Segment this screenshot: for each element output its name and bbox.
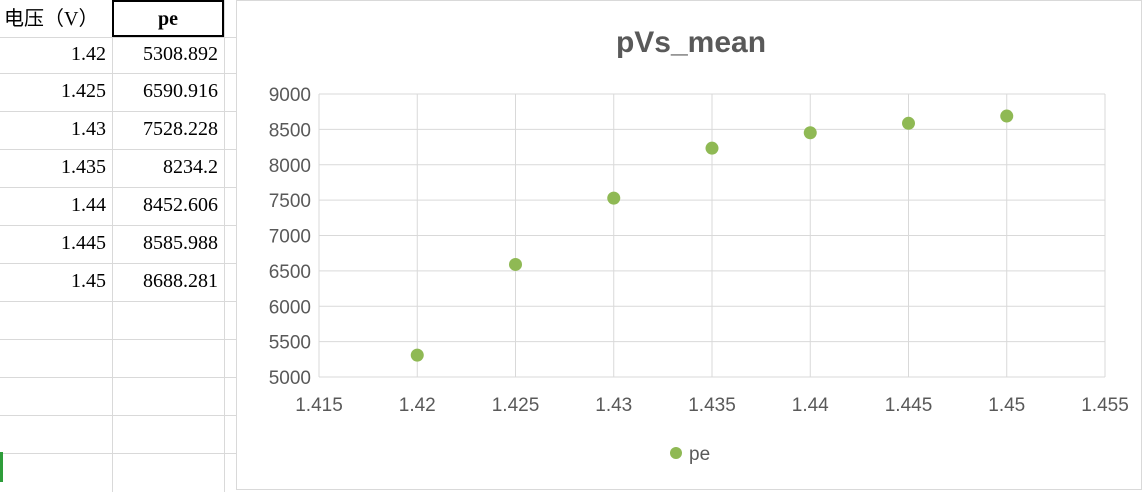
column-divider — [112, 0, 113, 492]
y-tick-label: 7500 — [269, 191, 311, 212]
scatter-chart: 5000 5500 6000 6500 7000 7500 8000 8500 9000 1.41… — [269, 26, 1129, 465]
y-tick-label: 5500 — [269, 333, 311, 354]
row-divider — [0, 339, 240, 340]
x-tick-label: 1.44 — [792, 395, 829, 416]
data-point[interactable] — [705, 141, 719, 155]
row-divider — [0, 301, 240, 302]
pe-cell[interactable]: 8234.2 — [163, 156, 218, 178]
row-divider — [0, 377, 240, 378]
voltage-cell[interactable]: 1.45 — [71, 270, 106, 292]
voltage-cell[interactable]: 1.425 — [61, 80, 106, 102]
x-tick-label: 1.425 — [492, 395, 540, 416]
pe-cell[interactable]: 6590.916 — [143, 80, 218, 102]
y-tick-label: 8500 — [269, 120, 311, 141]
row-divider — [0, 415, 240, 416]
voltage-cell[interactable]: 1.43 — [71, 118, 106, 140]
row-divider — [0, 149, 240, 150]
x-tick-label: 1.435 — [688, 395, 736, 416]
row-divider — [0, 73, 240, 74]
y-tick-label: 7000 — [269, 227, 311, 248]
row-divider — [0, 37, 240, 38]
ticks-layer: 5000 5500 6000 6500 7000 7500 8000 8500 9000 1.41… — [269, 85, 1129, 416]
voltage-cell[interactable]: 1.445 — [61, 232, 106, 254]
data-point[interactable] — [509, 257, 522, 271]
spreadsheet: 电压（V） pe 1.42 5308.892 1.425 6590.916 1.… — [0, 0, 240, 492]
header-voltage-cell[interactable]: 电压（V） — [4, 8, 99, 30]
pe-cell[interactable]: 8688.281 — [143, 270, 218, 292]
voltage-cell[interactable]: 1.435 — [61, 156, 106, 178]
x-tick-label: 1.45 — [988, 395, 1025, 416]
points-layer — [410, 109, 1014, 362]
voltage-cell[interactable]: 1.44 — [71, 194, 106, 216]
legend-label: pe — [689, 444, 710, 465]
pe-cell[interactable]: 8452.606 — [143, 194, 218, 216]
data-point[interactable] — [803, 126, 817, 140]
x-tick-label: 1.445 — [885, 395, 933, 416]
data-point[interactable] — [410, 348, 424, 362]
grid-layer — [318, 93, 1106, 378]
y-tick-label: 6000 — [269, 297, 311, 318]
y-tick-label: 8000 — [269, 156, 311, 177]
y-tick-label: 9000 — [269, 85, 311, 106]
header-pe-cell[interactable]: pe — [112, 0, 224, 37]
x-tick-label: 1.415 — [295, 395, 343, 416]
data-point[interactable] — [1000, 109, 1014, 123]
chart-title: pVs_mean — [616, 26, 766, 59]
row-divider — [0, 453, 240, 454]
row-divider — [0, 225, 240, 226]
y-tick-label: 6500 — [269, 262, 311, 283]
column-divider — [224, 0, 225, 492]
pe-cell[interactable]: 8585.988 — [143, 232, 218, 254]
voltage-cell[interactable]: 1.42 — [71, 43, 106, 65]
x-tick-label: 1.42 — [399, 395, 436, 416]
chart-container[interactable]: 5000 5500 6000 6500 7000 7500 8000 8500 9000 1.41… — [236, 0, 1142, 490]
pe-cell[interactable]: 7528.228 — [143, 118, 218, 140]
data-point[interactable] — [902, 116, 915, 130]
selection-marker — [0, 452, 3, 482]
x-tick-label: 1.43 — [595, 395, 632, 416]
y-tick-label: 5000 — [269, 368, 311, 389]
row-divider — [0, 187, 240, 188]
row-divider — [0, 111, 240, 112]
legend-marker — [670, 447, 682, 459]
pe-cell[interactable]: 5308.892 — [143, 43, 218, 65]
x-tick-label: 1.455 — [1081, 395, 1129, 416]
row-divider — [0, 263, 240, 264]
data-point[interactable] — [607, 191, 621, 205]
